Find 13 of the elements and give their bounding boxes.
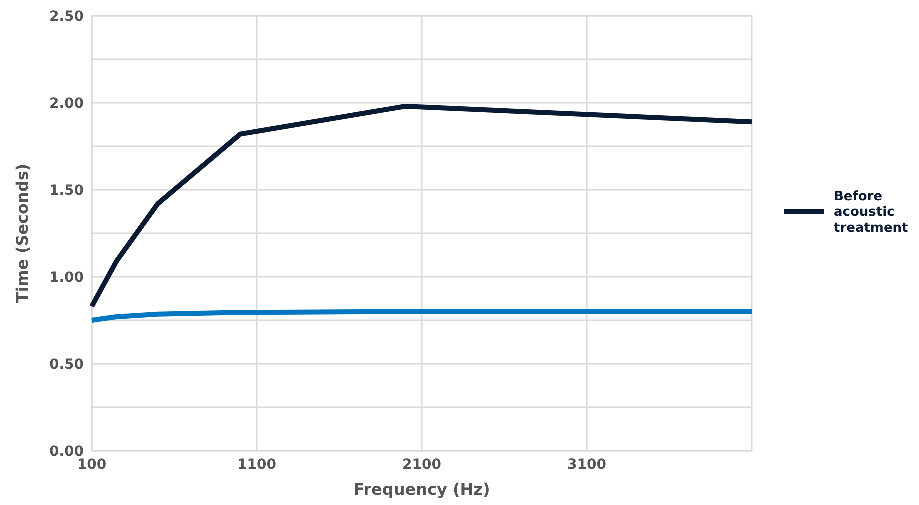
x-axis-title: Frequency (Hz) (354, 480, 490, 499)
y-tick-label: 1.00 (49, 270, 84, 286)
x-tick-label: 100 (77, 457, 107, 473)
y-tick-label: 0.00 (49, 444, 84, 460)
x-tick-label: 2100 (402, 457, 442, 473)
y-axis-title: Time (Seconds) (13, 164, 32, 304)
y-tick-label: 2.50 (49, 8, 84, 25)
legend-label: Before acoustic treatment (834, 190, 908, 236)
y-tick-label: 2.00 (49, 96, 84, 112)
y-tick-label: 1.50 (49, 182, 84, 199)
x-tick-label: 3100 (568, 457, 607, 473)
x-tick-label: 1100 (238, 457, 277, 473)
y-tick-label: 0.50 (49, 356, 84, 373)
